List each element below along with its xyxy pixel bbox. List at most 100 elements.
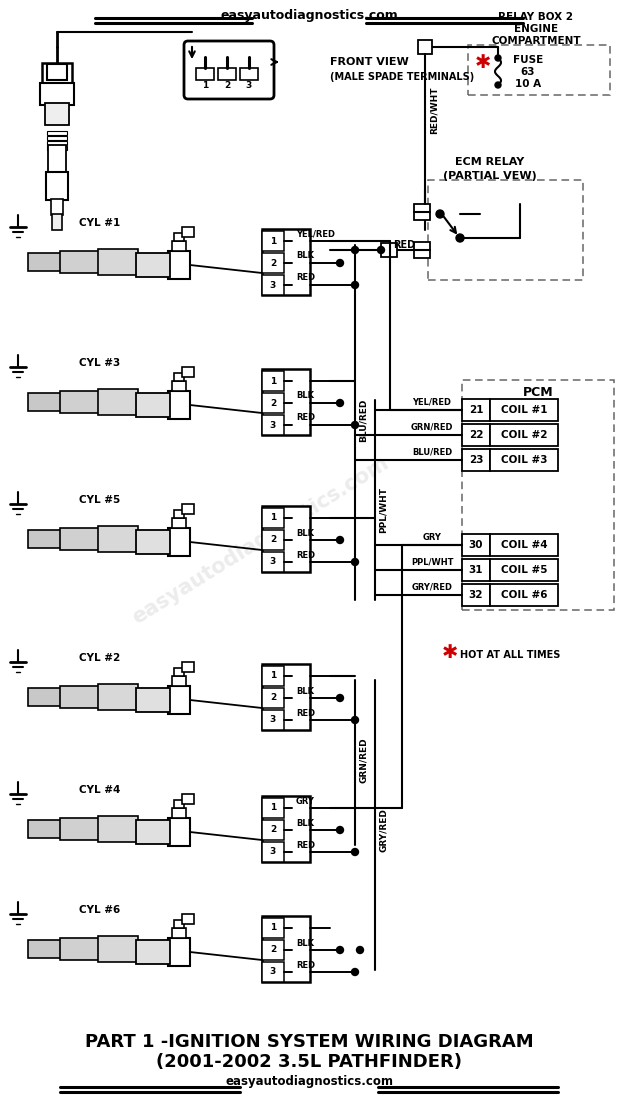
FancyBboxPatch shape [174, 373, 184, 381]
FancyBboxPatch shape [262, 798, 284, 818]
Circle shape [352, 559, 358, 565]
Text: 1: 1 [270, 236, 276, 245]
FancyBboxPatch shape [48, 145, 66, 175]
FancyBboxPatch shape [490, 559, 558, 581]
Text: easyautodiagnostics.com: easyautodiagnostics.com [225, 1076, 393, 1089]
Circle shape [352, 848, 358, 856]
FancyBboxPatch shape [98, 816, 138, 842]
Text: 2: 2 [224, 81, 230, 90]
Text: COIL #1: COIL #1 [501, 405, 548, 415]
Text: COIL #6: COIL #6 [501, 590, 548, 600]
Text: 1: 1 [270, 514, 276, 522]
FancyBboxPatch shape [262, 368, 310, 434]
Circle shape [495, 55, 501, 60]
FancyBboxPatch shape [262, 393, 284, 412]
Text: 3: 3 [270, 420, 276, 429]
Text: YEL/RED: YEL/RED [412, 397, 452, 407]
FancyBboxPatch shape [262, 918, 284, 938]
FancyBboxPatch shape [168, 390, 190, 419]
FancyBboxPatch shape [490, 584, 558, 606]
FancyBboxPatch shape [28, 393, 63, 411]
FancyBboxPatch shape [182, 794, 194, 804]
FancyBboxPatch shape [262, 253, 284, 273]
Text: 2: 2 [270, 693, 276, 703]
Circle shape [336, 694, 344, 702]
FancyBboxPatch shape [490, 399, 558, 421]
Circle shape [352, 282, 358, 288]
FancyBboxPatch shape [136, 688, 170, 712]
FancyBboxPatch shape [218, 68, 236, 80]
FancyBboxPatch shape [136, 393, 170, 417]
FancyBboxPatch shape [60, 528, 100, 550]
Text: RED: RED [296, 960, 315, 969]
FancyBboxPatch shape [47, 131, 67, 135]
FancyBboxPatch shape [240, 68, 258, 80]
Text: 2: 2 [270, 258, 276, 267]
FancyBboxPatch shape [47, 146, 67, 150]
Text: CYL #6: CYL #6 [79, 905, 121, 915]
Text: PPL/WHT: PPL/WHT [379, 487, 388, 534]
Text: (2001-2002 3.5L PATHFINDER): (2001-2002 3.5L PATHFINDER) [156, 1053, 462, 1071]
FancyBboxPatch shape [98, 526, 138, 552]
Text: RED: RED [296, 840, 315, 849]
FancyBboxPatch shape [381, 243, 397, 257]
FancyBboxPatch shape [136, 820, 170, 844]
Text: 2: 2 [270, 536, 276, 544]
FancyBboxPatch shape [262, 275, 284, 295]
Circle shape [352, 246, 358, 253]
Text: RELAY BOX 2: RELAY BOX 2 [499, 12, 574, 22]
FancyBboxPatch shape [462, 584, 490, 606]
FancyBboxPatch shape [182, 367, 194, 377]
Circle shape [378, 246, 384, 253]
Text: GRN/RED: GRN/RED [411, 422, 453, 431]
FancyBboxPatch shape [262, 916, 310, 982]
FancyBboxPatch shape [428, 180, 583, 280]
FancyBboxPatch shape [174, 510, 184, 518]
FancyBboxPatch shape [262, 530, 284, 550]
FancyBboxPatch shape [262, 710, 284, 730]
Text: CYL #2: CYL #2 [79, 653, 121, 663]
Text: BLU/RED: BLU/RED [359, 398, 368, 442]
Text: ECM RELAY: ECM RELAY [455, 157, 525, 167]
Text: BLK: BLK [296, 938, 314, 947]
FancyBboxPatch shape [98, 684, 138, 710]
Text: RED: RED [393, 240, 415, 250]
FancyBboxPatch shape [28, 688, 63, 706]
Text: GRN/RED: GRN/RED [359, 737, 368, 783]
Text: 63: 63 [521, 67, 535, 77]
Text: 30: 30 [468, 540, 483, 550]
FancyBboxPatch shape [60, 938, 100, 960]
Text: 23: 23 [468, 455, 483, 465]
Circle shape [352, 716, 358, 724]
Text: GRY: GRY [296, 796, 315, 805]
Text: (PARTIAL VEW): (PARTIAL VEW) [443, 170, 537, 182]
Circle shape [436, 210, 444, 218]
Text: COIL #2: COIL #2 [501, 430, 548, 440]
FancyBboxPatch shape [98, 249, 138, 275]
Text: 1: 1 [270, 671, 276, 681]
Text: BLU/RED: BLU/RED [412, 448, 452, 456]
FancyBboxPatch shape [414, 204, 430, 220]
FancyBboxPatch shape [462, 449, 490, 471]
Circle shape [336, 399, 344, 407]
FancyBboxPatch shape [262, 508, 284, 528]
Text: BLK: BLK [296, 686, 314, 695]
Text: 3: 3 [270, 558, 276, 566]
FancyBboxPatch shape [262, 940, 284, 960]
FancyBboxPatch shape [168, 528, 190, 556]
Circle shape [456, 234, 464, 242]
FancyBboxPatch shape [60, 686, 100, 708]
Text: CYL #1: CYL #1 [79, 218, 121, 228]
Text: BLK: BLK [296, 528, 314, 538]
Text: 3: 3 [270, 715, 276, 725]
Circle shape [336, 946, 344, 954]
Text: 1: 1 [270, 376, 276, 385]
FancyBboxPatch shape [262, 506, 310, 572]
FancyBboxPatch shape [418, 40, 432, 54]
FancyBboxPatch shape [174, 233, 184, 241]
FancyBboxPatch shape [262, 229, 310, 295]
Text: easyautodiagnostics.com: easyautodiagnostics.com [220, 9, 398, 22]
FancyBboxPatch shape [262, 415, 284, 434]
FancyBboxPatch shape [262, 552, 284, 572]
FancyBboxPatch shape [168, 818, 190, 846]
